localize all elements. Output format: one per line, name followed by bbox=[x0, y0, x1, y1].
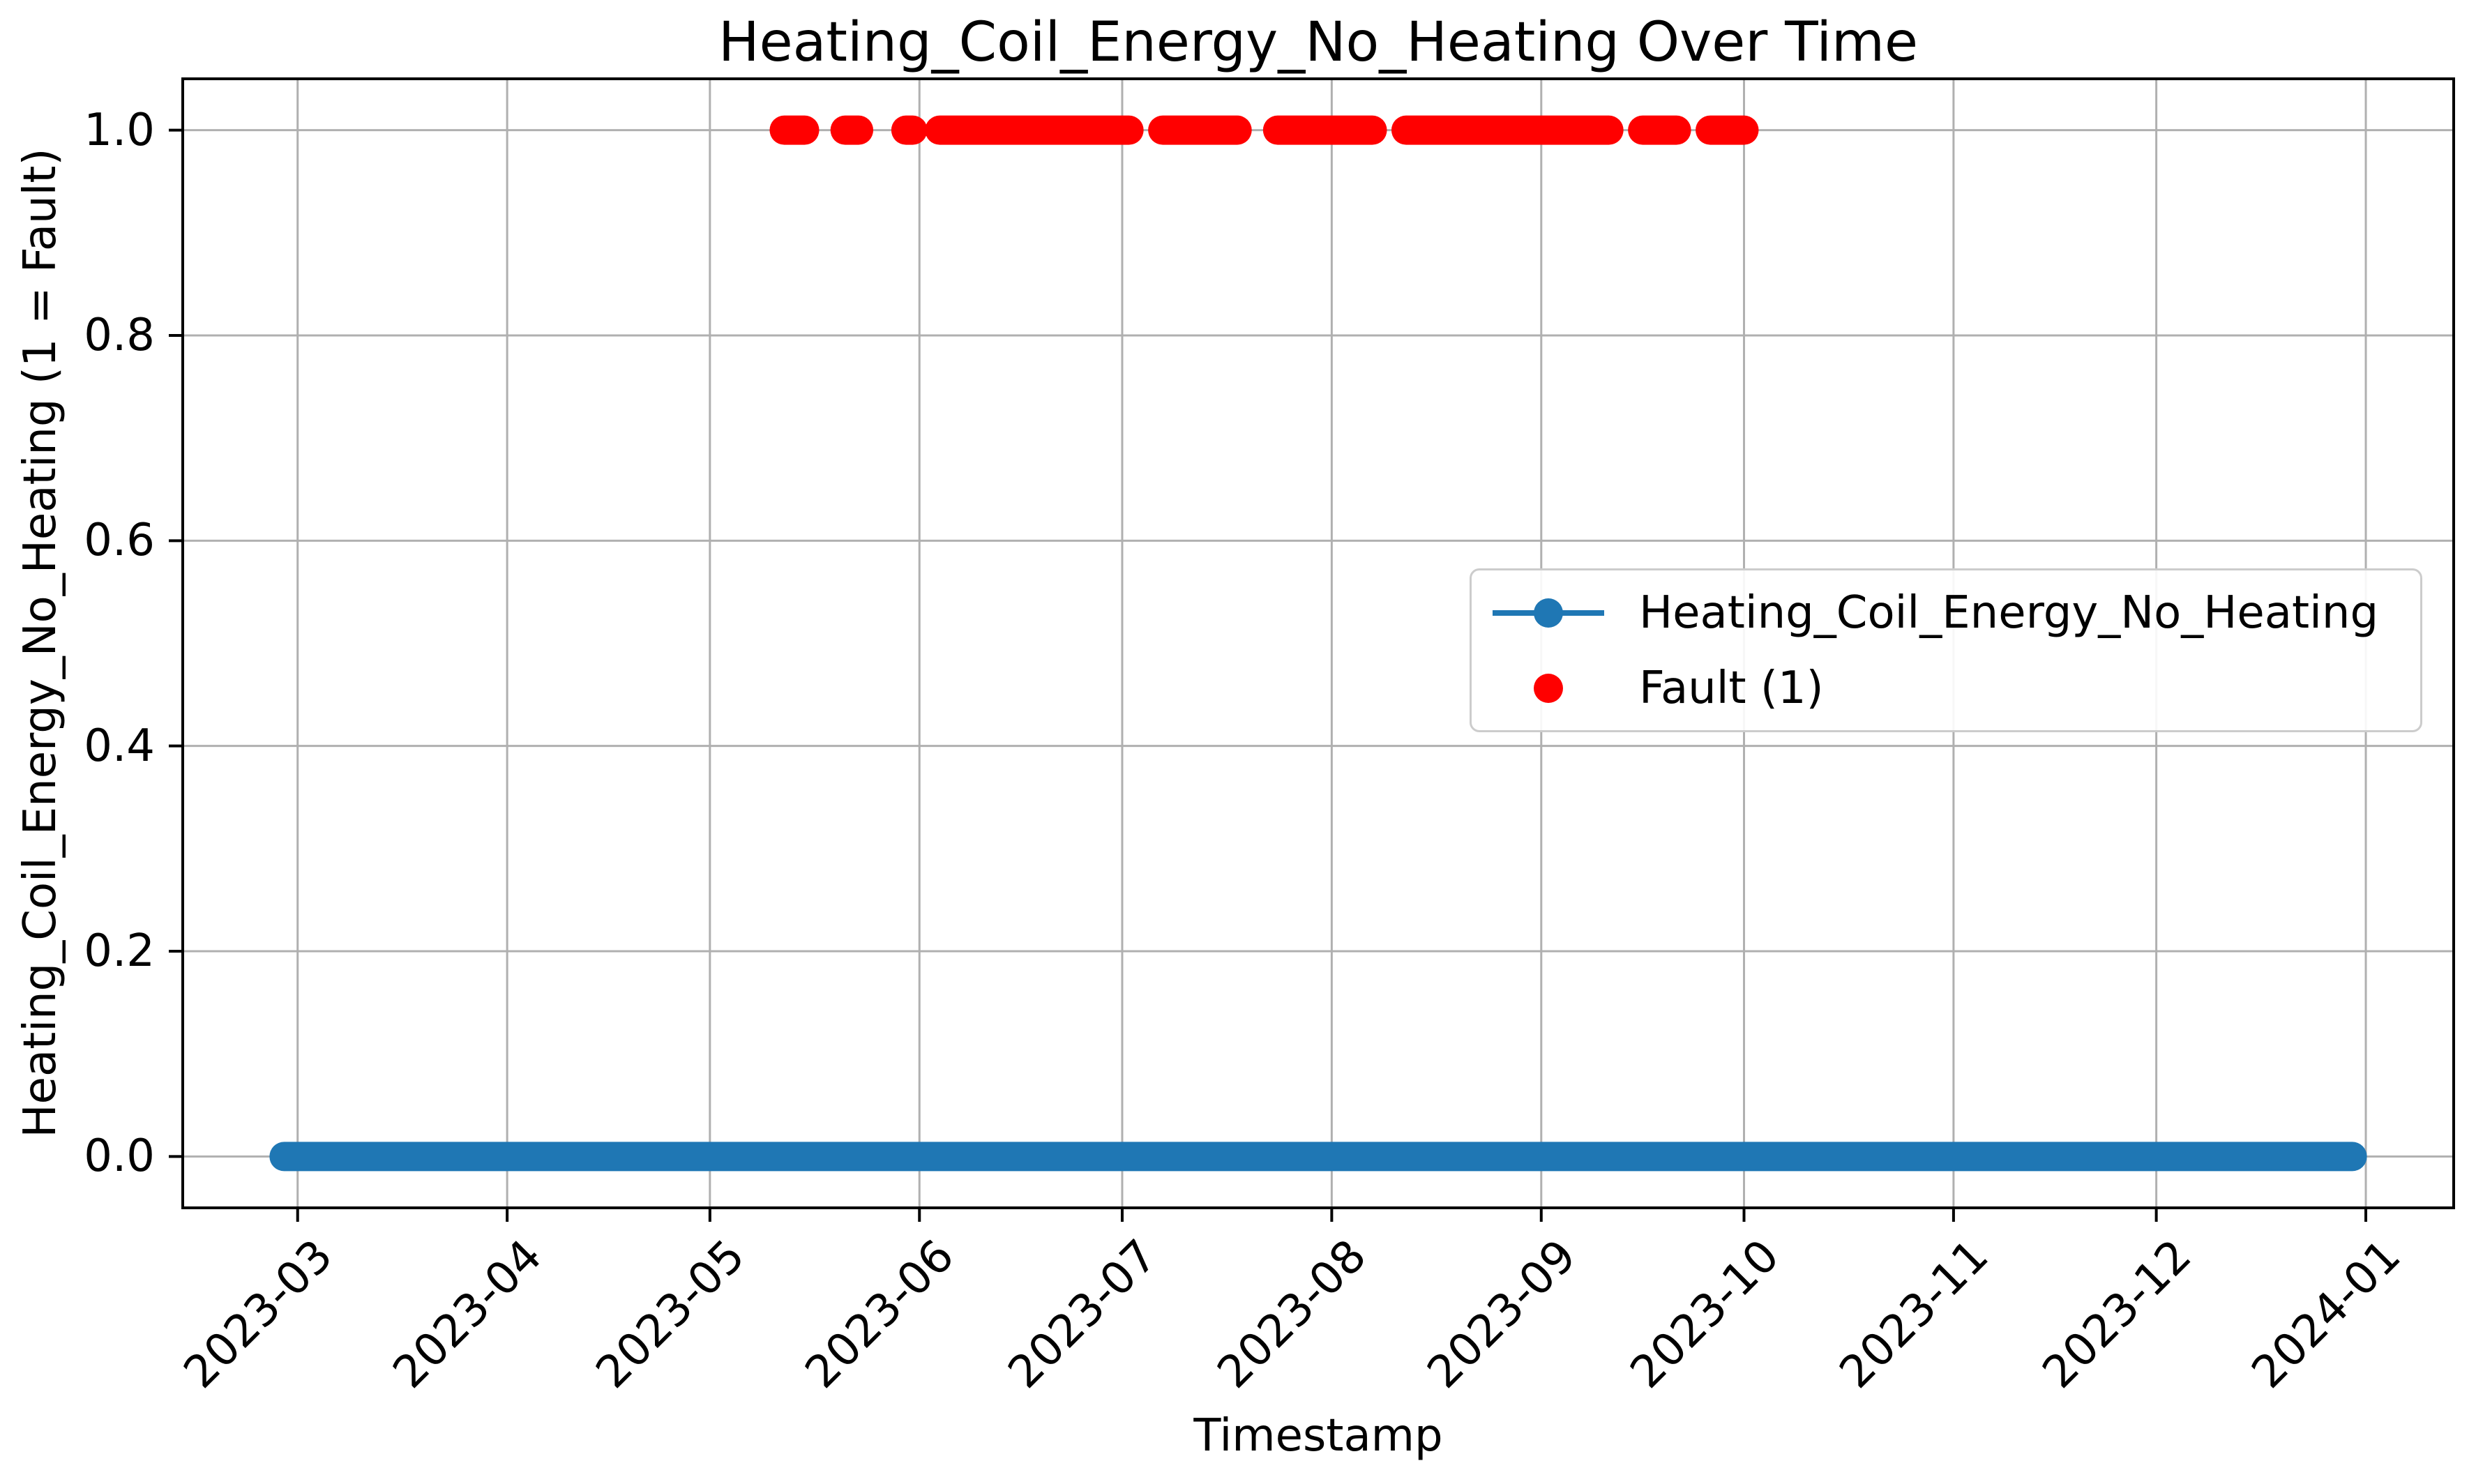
chart-title: Heating_Coil_Energy_No_Heating Over Time bbox=[718, 11, 1919, 74]
y-tick-label: 0.6 bbox=[84, 515, 155, 567]
dot-marker-icon bbox=[1534, 673, 1563, 703]
legend-label-series: Heating_Coil_Energy_No_Heating bbox=[1639, 586, 2379, 639]
legend: Heating_Coil_Energy_No_Heating Fault (1) bbox=[1470, 568, 2422, 732]
line-dot-marker-icon bbox=[1493, 598, 1604, 628]
y-tick-label: 1.0 bbox=[84, 104, 155, 156]
x-axis-label: Timestamp bbox=[1193, 1410, 1443, 1462]
legend-label-fault: Fault (1) bbox=[1639, 662, 1824, 714]
y-axis-label: Heating_Coil_Energy_No_Heating (1 = Faul… bbox=[15, 148, 66, 1138]
legend-entry-fault: Fault (1) bbox=[1472, 651, 2420, 726]
y-tick-label: 0.2 bbox=[84, 925, 155, 978]
legend-entry-series: Heating_Coil_Energy_No_Heating bbox=[1472, 575, 2420, 651]
y-tick-label: 0.0 bbox=[84, 1130, 155, 1183]
y-tick-label: 0.4 bbox=[84, 720, 155, 772]
y-tick-label: 0.8 bbox=[84, 309, 155, 361]
